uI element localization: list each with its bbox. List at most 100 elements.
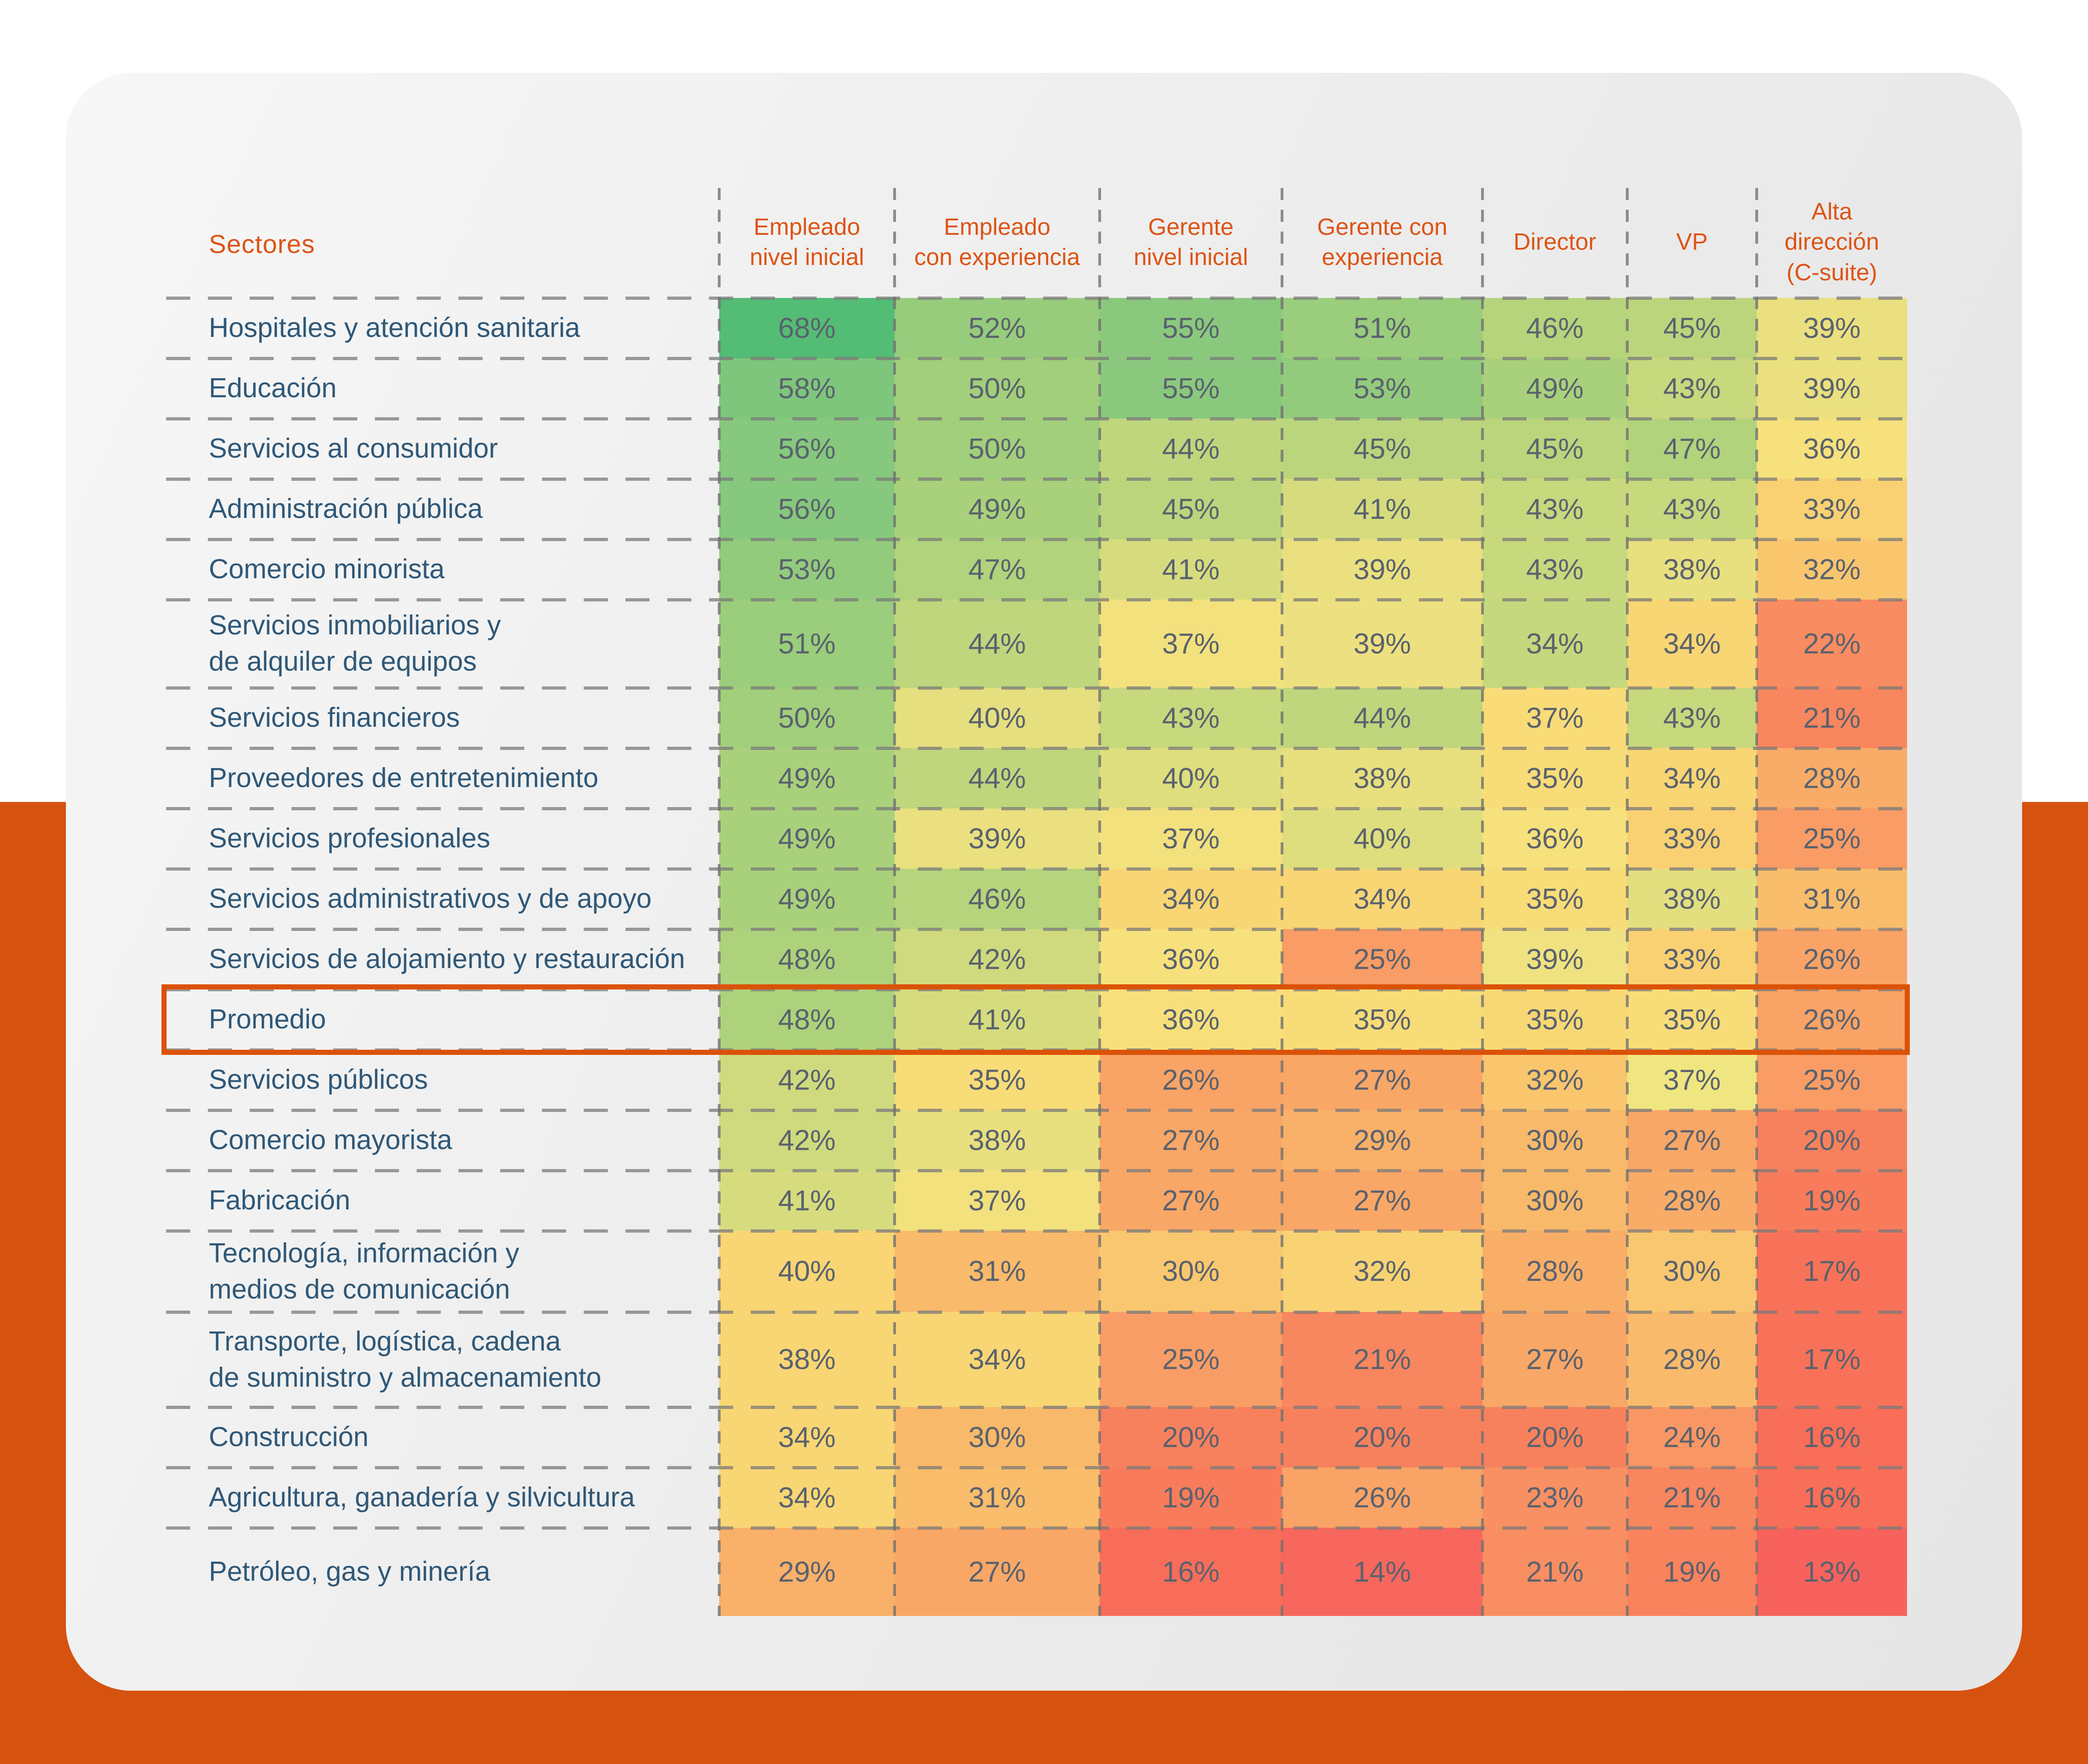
column-header: VP	[1676, 228, 1708, 255]
column-header: Director	[1513, 228, 1597, 255]
sector-label: Servicios inmobiliarios y de alquiler de…	[209, 610, 501, 677]
heatmap-cell: 38%	[719, 1312, 895, 1407]
heatmap-cell: 49%	[895, 479, 1100, 539]
heatmap-cell: 16%	[1100, 1528, 1282, 1616]
sector-label: Proveedores de entretenimiento	[209, 762, 599, 794]
row-divider-dashed-line	[166, 1109, 1907, 1112]
heatmap-cell: 41%	[895, 989, 1100, 1050]
heatmap-cell: 34%	[1100, 869, 1282, 929]
heatmap-cell: 41%	[1282, 479, 1482, 539]
heatmap-cell: 49%	[719, 808, 895, 869]
heatmap-cell: 30%	[1482, 1110, 1627, 1170]
heatmap-cell: 39%	[1282, 600, 1482, 688]
heatmap-cell: 27%	[895, 1528, 1100, 1616]
heatmap-cell: 28%	[1757, 748, 1907, 808]
heatmap-cell: 53%	[1282, 358, 1482, 419]
heatmap-cell: 20%	[1482, 1407, 1627, 1467]
heatmap-cell: 21%	[1282, 1312, 1482, 1407]
heatmap-cell: 26%	[1757, 989, 1907, 1050]
heatmap-cell: 30%	[1100, 1231, 1282, 1312]
heatmap-cell: 27%	[1282, 1170, 1482, 1231]
heatmap-cell: 50%	[895, 419, 1100, 479]
heatmap-cell: 25%	[1100, 1312, 1282, 1407]
promedio-highlight-border	[161, 984, 1910, 1055]
heatmap-cell: 16%	[1757, 1467, 1907, 1528]
heatmap-cell: 39%	[895, 808, 1100, 869]
heatmap-cell: 47%	[1627, 419, 1757, 479]
column-divider-dashed-line	[718, 188, 721, 1616]
heatmap-cell: 48%	[719, 929, 895, 989]
heatmap-cell: 27%	[1100, 1170, 1282, 1231]
heatmap-cell: 46%	[895, 869, 1100, 929]
heatmap-cell: 39%	[1757, 298, 1907, 358]
heatmap-cell: 27%	[1100, 1110, 1282, 1170]
heatmap-cell: 49%	[1482, 358, 1627, 419]
row-divider-dashed-line	[166, 988, 1907, 991]
heatmap-cell: 20%	[1757, 1110, 1907, 1170]
heatmap-cell: 20%	[1100, 1407, 1282, 1467]
heatmap-cell: 19%	[1100, 1467, 1282, 1528]
heatmap-cell: 53%	[719, 539, 895, 600]
column-header: Empleado con experiencia	[914, 213, 1080, 270]
heatmap-cell: 34%	[1282, 869, 1482, 929]
heatmap-cell: 27%	[1482, 1312, 1627, 1407]
heatmap-cell: 51%	[1282, 298, 1482, 358]
heatmap-cell: 44%	[1282, 688, 1482, 748]
heatmap-cell: 19%	[1757, 1170, 1907, 1231]
heatmap-cell: 21%	[1627, 1467, 1757, 1528]
sector-label: Comercio mayorista	[209, 1124, 452, 1156]
heatmap-cell: 34%	[719, 1467, 895, 1528]
heatmap-cell: 37%	[1627, 1050, 1757, 1110]
heatmap-cell: 14%	[1282, 1528, 1482, 1616]
column-divider-dashed-line	[1755, 188, 1758, 1616]
heatmap-cell: 35%	[1482, 869, 1627, 929]
heatmap-cell: 68%	[719, 298, 895, 358]
row-divider-dashed-line	[166, 1526, 1907, 1530]
heatmap-cell: 38%	[1627, 869, 1757, 929]
heatmap-cell: 25%	[1282, 929, 1482, 989]
heatmap-cell: 27%	[1627, 1110, 1757, 1170]
heatmap-cell: 38%	[1627, 539, 1757, 600]
heatmap-cell: 24%	[1627, 1407, 1757, 1467]
heatmap-cell: 55%	[1100, 358, 1282, 419]
heatmap-cell: 37%	[895, 1170, 1100, 1231]
row-divider-dashed-line	[166, 1466, 1907, 1469]
column-divider-dashed-line	[1626, 188, 1629, 1616]
heatmap-cell: 36%	[1757, 419, 1907, 479]
heatmap-cell: 48%	[719, 989, 895, 1050]
heatmap-cell: 39%	[1282, 539, 1482, 600]
sector-label: Administración pública	[209, 493, 483, 524]
heatmap-cell: 34%	[1482, 600, 1627, 688]
heatmap-cell: 41%	[1100, 539, 1282, 600]
column-divider-dashed-line	[1481, 188, 1484, 1616]
heatmap-cell: 16%	[1757, 1407, 1907, 1467]
heatmap-cell: 26%	[1282, 1467, 1482, 1528]
heatmap-cell: 27%	[1282, 1050, 1482, 1110]
heatmap-cell: 42%	[719, 1050, 895, 1110]
sector-label: Servicios de alojamiento y restauración	[209, 943, 685, 975]
heatmap-cell: 40%	[895, 688, 1100, 748]
sector-label: Petróleo, gas y minería	[209, 1556, 490, 1587]
column-divider-dashed-line	[1281, 188, 1283, 1616]
heatmap-cell: 32%	[1282, 1231, 1482, 1312]
heatmap-cell: 25%	[1757, 808, 1907, 869]
heatmap-cell: 39%	[1482, 929, 1627, 989]
heatmap-cell: 35%	[1482, 989, 1627, 1050]
column-header: Alta dirección (C-suite)	[1784, 198, 1880, 285]
heatmap-cell: 43%	[1627, 358, 1757, 419]
row-divider-dashed-line	[166, 1406, 1907, 1409]
row-divider-dashed-line	[166, 417, 1907, 420]
column-divider-dashed-line	[1098, 188, 1101, 1616]
sector-label: Servicios financieros	[209, 702, 460, 733]
heatmap-cell: 44%	[895, 748, 1100, 808]
heatmap-cell: 20%	[1282, 1407, 1482, 1467]
heatmap-cell: 33%	[1627, 929, 1757, 989]
row-divider-dashed-line	[166, 598, 1907, 601]
heatmap-cell: 35%	[1627, 989, 1757, 1050]
heatmap-cell: 45%	[1627, 298, 1757, 358]
heatmap-cell: 43%	[1482, 479, 1627, 539]
heatmap-cell: 40%	[719, 1231, 895, 1312]
heatmap-cell: 29%	[719, 1528, 895, 1616]
heatmap-cell: 35%	[895, 1050, 1100, 1110]
heatmap-cell: 43%	[1627, 688, 1757, 748]
